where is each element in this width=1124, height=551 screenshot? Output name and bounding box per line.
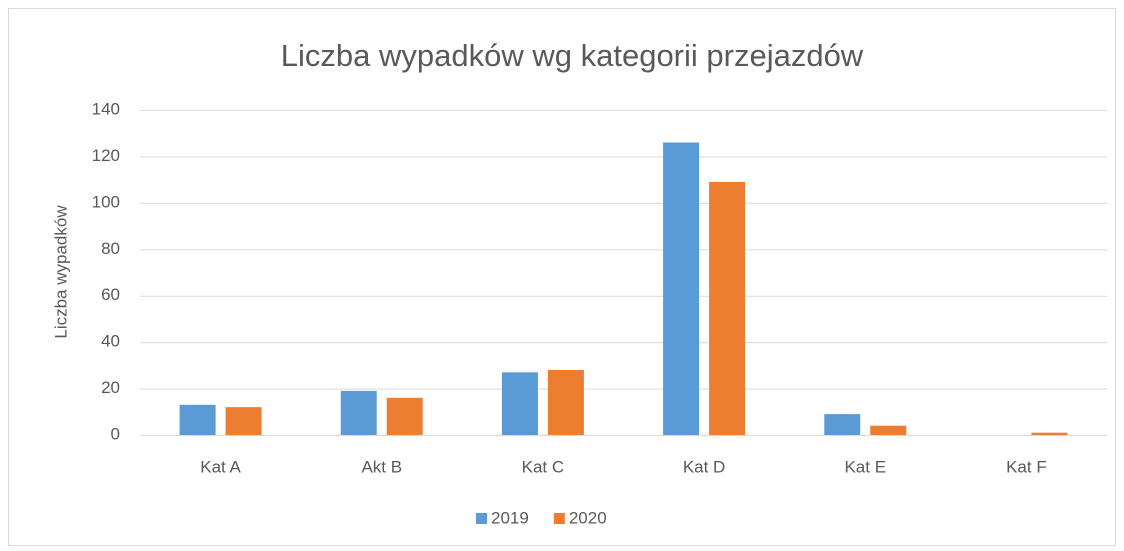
bar (501, 372, 538, 435)
y-tick-label: 40 (101, 332, 120, 351)
x-tick-label: Kat D (683, 457, 726, 476)
bar (709, 181, 746, 435)
x-tick-label: Kat C (522, 457, 565, 476)
bar (179, 404, 216, 435)
bar (547, 370, 584, 435)
x-tick-label: Kat A (200, 457, 241, 476)
bar (1031, 432, 1068, 435)
y-tick-label: 140 (92, 99, 120, 118)
legend-label: 2020 (569, 508, 607, 527)
bar (824, 414, 861, 435)
y-tick-label: 20 (101, 378, 120, 397)
y-tick-label: 60 (101, 285, 120, 304)
legend-swatch (476, 513, 487, 524)
bar (386, 397, 423, 435)
y-tick-label: 80 (101, 239, 120, 258)
y-tick-label: 120 (92, 146, 120, 165)
y-axis-label: Liczba wypadków (51, 205, 70, 339)
legend-label: 2019 (491, 508, 529, 527)
x-tick-label: Kat F (1006, 457, 1047, 476)
bar (225, 407, 262, 435)
bar (870, 425, 907, 435)
bar (340, 390, 377, 435)
chart-title: Liczba wypadków wg kategorii przejazdów (281, 38, 864, 73)
y-tick-label: 0 (111, 424, 120, 443)
legend-swatch (553, 513, 565, 524)
x-tick-label: Kat E (844, 457, 886, 476)
y-tick-label: 100 (92, 192, 120, 211)
chart-border (8, 8, 1116, 546)
x-tick-label: Akt B (361, 457, 402, 476)
bar (663, 142, 700, 435)
